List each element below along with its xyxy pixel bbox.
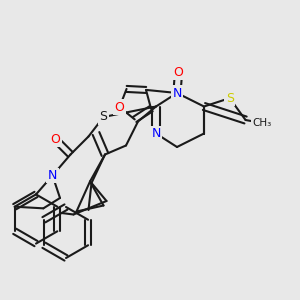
- Text: S: S: [100, 110, 107, 124]
- Text: O: O: [174, 65, 183, 79]
- Text: N: N: [48, 169, 57, 182]
- Text: O: O: [115, 100, 124, 114]
- Text: S: S: [226, 92, 234, 105]
- Text: N: N: [172, 86, 182, 100]
- Text: N: N: [151, 127, 161, 140]
- Text: CH₃: CH₃: [252, 118, 272, 128]
- Text: O: O: [51, 133, 60, 146]
